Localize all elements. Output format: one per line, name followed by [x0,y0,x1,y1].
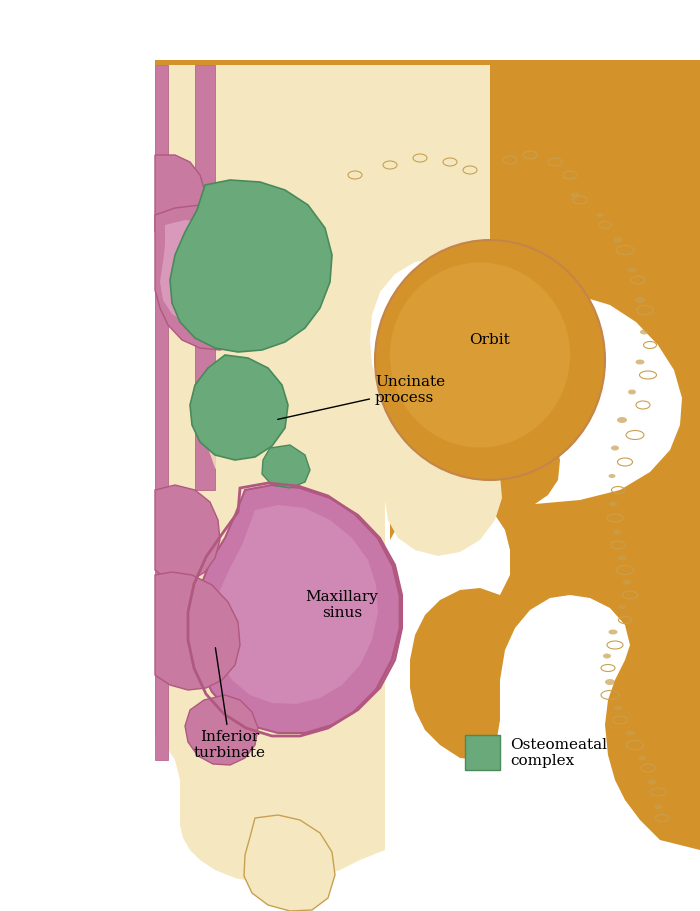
Polygon shape [155,60,700,340]
Ellipse shape [628,268,636,272]
Text: Maxillary
sinus: Maxillary sinus [306,590,379,620]
Ellipse shape [605,679,615,685]
Ellipse shape [596,213,603,217]
Ellipse shape [608,474,615,478]
Ellipse shape [640,330,648,334]
Polygon shape [206,348,360,498]
Polygon shape [155,485,220,582]
Text: Osteomeatal
complex: Osteomeatal complex [510,738,607,768]
Ellipse shape [617,417,627,423]
Polygon shape [155,65,502,883]
Polygon shape [214,505,378,704]
Ellipse shape [635,297,645,303]
Ellipse shape [571,192,579,198]
Ellipse shape [617,556,626,560]
Ellipse shape [603,653,611,659]
Ellipse shape [648,780,657,784]
Text: Uncinate
process: Uncinate process [278,375,445,419]
Polygon shape [390,60,700,850]
Ellipse shape [375,240,605,480]
Ellipse shape [626,731,634,735]
Ellipse shape [619,605,626,609]
Ellipse shape [614,705,622,711]
Ellipse shape [628,390,636,394]
Polygon shape [195,65,215,490]
Polygon shape [185,695,258,765]
Polygon shape [170,180,332,352]
Text: Inferior
turbinate: Inferior turbinate [194,648,266,760]
Ellipse shape [390,262,570,447]
Polygon shape [244,815,335,911]
Polygon shape [155,155,205,232]
Ellipse shape [636,360,645,364]
Ellipse shape [613,238,622,242]
FancyBboxPatch shape [465,735,500,770]
Polygon shape [155,572,240,690]
Ellipse shape [608,501,617,507]
Ellipse shape [611,445,619,451]
Ellipse shape [638,755,646,761]
Bar [155,65,168,760]
Ellipse shape [654,804,662,810]
Ellipse shape [613,529,621,535]
Ellipse shape [623,579,631,585]
Text: Orbit: Orbit [470,333,510,347]
Polygon shape [155,205,278,350]
Polygon shape [190,355,288,460]
Polygon shape [262,445,310,488]
Polygon shape [160,220,250,326]
Ellipse shape [608,630,617,634]
Polygon shape [195,485,402,733]
